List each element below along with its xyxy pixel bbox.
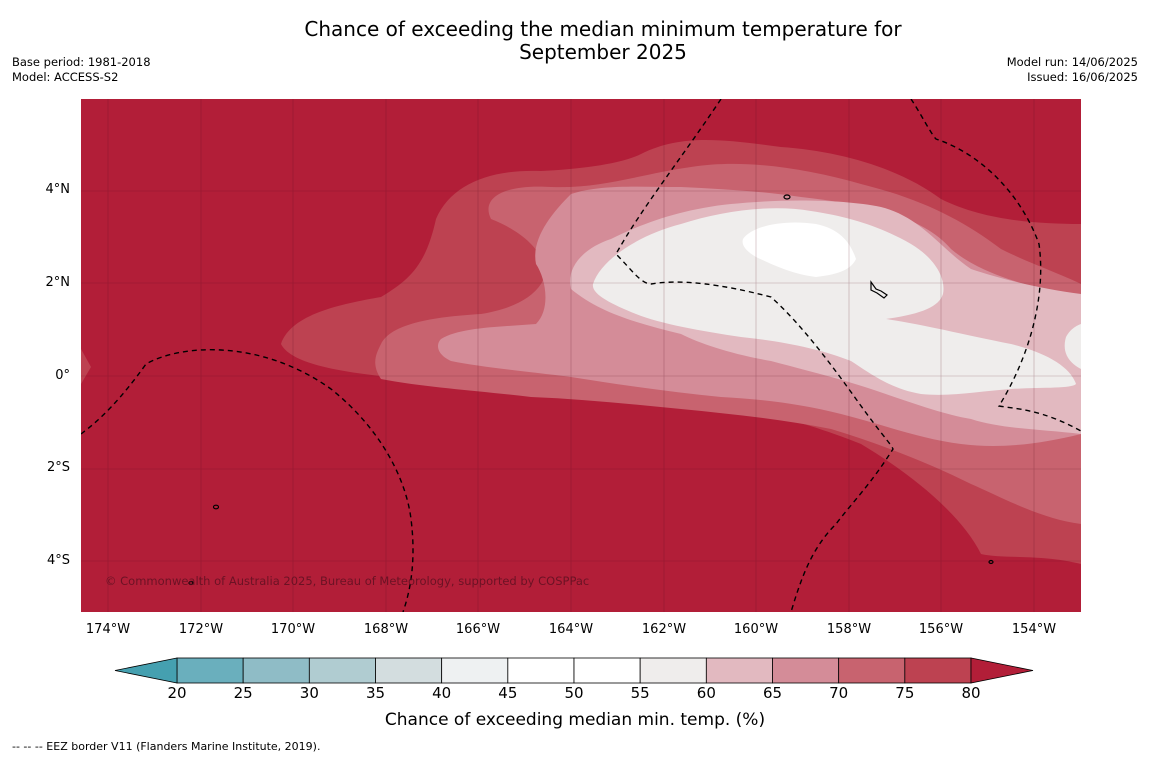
colorbar-tick-label: 65 — [762, 684, 783, 702]
colorbar-tick-label: 80 — [961, 684, 981, 702]
eez-footnote: -- -- -- EEZ border V11 (Flanders Marine… — [12, 740, 321, 753]
meta-right: Model run: 14/06/2025 Issued: 16/06/2025 — [1007, 55, 1138, 85]
colorbar-tick-label: 35 — [365, 684, 386, 702]
model-name: Model: ACCESS-S2 — [12, 70, 119, 84]
lat-tick-2n: 2°N — [45, 275, 71, 290]
contour-band-50 — [742, 222, 856, 277]
issued-date: Issued: 16/06/2025 — [1027, 70, 1138, 84]
lat-tick-2s: 2°S — [46, 460, 70, 475]
model-run: Model run: 14/06/2025 — [1006, 55, 1138, 69]
lon-tick-162w: 162°W — [641, 622, 687, 637]
colorbar-segment — [308, 657, 376, 684]
lat-tick-4n: 4°N — [45, 182, 71, 197]
colorbar-segment — [375, 657, 443, 684]
lon-tick-172w: 172°W — [178, 622, 224, 637]
colorbar-tick-label: 55 — [630, 684, 650, 702]
colorbar-tick-label: 75 — [895, 684, 915, 702]
lon-tick-160w: 160°W — [733, 622, 779, 637]
lon-tick-166w: 166°W — [455, 622, 501, 637]
colorbar-segment — [705, 657, 773, 684]
colorbar-tick-label: 60 — [696, 684, 716, 702]
colorbar-tick-label: 40 — [432, 684, 452, 702]
contour-band-80-west — [81, 349, 91, 384]
colorbar-tick-label: 50 — [564, 684, 584, 702]
colorbar-high-arrow — [970, 657, 1034, 684]
colorbar-segment — [441, 657, 509, 684]
map-title: Chance of exceeding the median minimum t… — [0, 18, 1150, 64]
lat-tick-4s: 4°S — [46, 553, 70, 568]
colorbar-label: Chance of exceeding median min. temp. (%… — [384, 710, 766, 730]
contour-band-55-east — [1064, 324, 1081, 369]
colorbar-segment — [904, 657, 972, 684]
title-line-1: Chance of exceeding the median minimum t… — [304, 17, 902, 41]
colorbar-segment — [573, 657, 641, 684]
colorbar-tick-label: 25 — [233, 684, 253, 702]
lon-tick-158w: 158°W — [826, 622, 872, 637]
colorbar-tick-label: 70 — [829, 684, 849, 702]
colorbar-tick-label: 20 — [167, 684, 187, 702]
colorbar-segment — [639, 657, 707, 684]
lon-tick-170w: 170°W — [270, 622, 316, 637]
lon-tick-156w: 156°W — [918, 622, 964, 637]
colorbar-segment — [242, 657, 310, 684]
colorbar-low-arrow — [114, 657, 178, 684]
lon-tick-168w: 168°W — [363, 622, 409, 637]
colorbar — [114, 657, 1034, 684]
colorbar-segment — [176, 657, 244, 684]
title-line-2: September 2025 — [519, 40, 687, 64]
colorbar-segment — [838, 657, 906, 684]
map-contours — [81, 99, 1081, 612]
lon-tick-174w: 174°W — [85, 622, 131, 637]
colorbar-segment — [507, 657, 575, 684]
copyright-notice: © Commonwealth of Australia 2025, Bureau… — [105, 574, 590, 588]
colorbar-segment — [772, 657, 840, 684]
islands — [188, 194, 994, 586]
colorbar-tick-label: 30 — [299, 684, 319, 702]
forecast-map: © Commonwealth of Australia 2025, Bureau… — [81, 99, 1081, 612]
eez-borders — [81, 99, 1081, 612]
base-period: Base period: 1981-2018 — [12, 55, 151, 69]
lon-tick-154w: 154°W — [1011, 622, 1057, 637]
lat-tick-0: 0° — [55, 368, 70, 383]
graticule — [81, 99, 1081, 612]
contour-band-55 — [592, 208, 1076, 395]
meta-left: Base period: 1981-2018 Model: ACCESS-S2 — [12, 55, 151, 85]
lon-tick-164w: 164°W — [548, 622, 594, 637]
colorbar-tick-label: 45 — [498, 684, 518, 702]
